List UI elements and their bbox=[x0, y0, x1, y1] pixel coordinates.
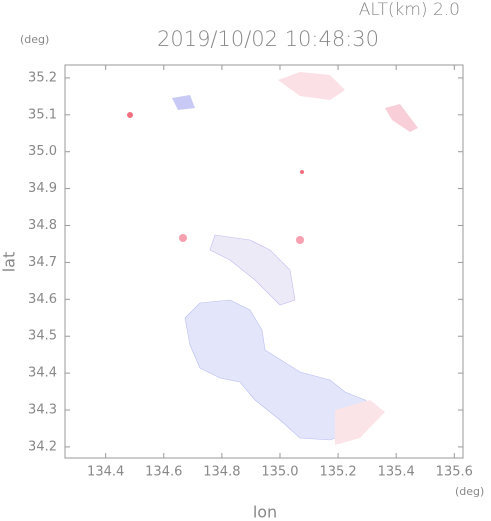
x-axis-label: lon bbox=[253, 503, 277, 521]
altitude-label: ALT(km) 2.0 bbox=[359, 0, 460, 20]
x-tick-label: 134.8 bbox=[203, 465, 240, 480]
y-tick-label: 34.8 bbox=[28, 218, 57, 233]
chart-title: 2019/10/02 10:48:30 bbox=[157, 27, 379, 51]
x-tick-label: 135.4 bbox=[378, 465, 415, 480]
y-tick-label: 35.0 bbox=[28, 144, 57, 159]
y-tick-label: 34.3 bbox=[28, 403, 57, 418]
x-tick-label: 134.4 bbox=[87, 465, 124, 480]
y-tick-label: 34.2 bbox=[28, 439, 57, 454]
x-tick-label: 134.6 bbox=[145, 465, 182, 480]
y-tick-label: 34.9 bbox=[28, 181, 57, 196]
echo-region bbox=[300, 170, 304, 174]
echo-region bbox=[335, 400, 385, 445]
y-tick-label: 35.1 bbox=[28, 107, 57, 122]
y-unit: (deg) bbox=[20, 33, 49, 46]
echo-region bbox=[278, 72, 345, 100]
y-tick-label: 34.4 bbox=[28, 366, 57, 381]
x-tick-label: 135.2 bbox=[319, 465, 356, 480]
y-axis-label: lat bbox=[0, 252, 19, 273]
y-tick-label: 35.2 bbox=[28, 70, 57, 85]
echo-region bbox=[296, 236, 304, 244]
echo-region bbox=[385, 104, 418, 132]
plot-frame bbox=[64, 64, 464, 459]
x-tick-label: 135.6 bbox=[436, 465, 473, 480]
echo-region bbox=[172, 95, 195, 110]
x-tick-label: 135.0 bbox=[261, 465, 298, 480]
y-tick-label: 34.5 bbox=[28, 329, 57, 344]
echo-field bbox=[127, 72, 418, 445]
echo-region bbox=[179, 234, 187, 242]
echo-region bbox=[209, 234, 296, 306]
echo-region bbox=[127, 112, 133, 118]
y-tick-label: 34.6 bbox=[28, 292, 57, 307]
y-tick-label: 34.7 bbox=[28, 255, 57, 270]
x-unit: (deg) bbox=[455, 485, 484, 498]
